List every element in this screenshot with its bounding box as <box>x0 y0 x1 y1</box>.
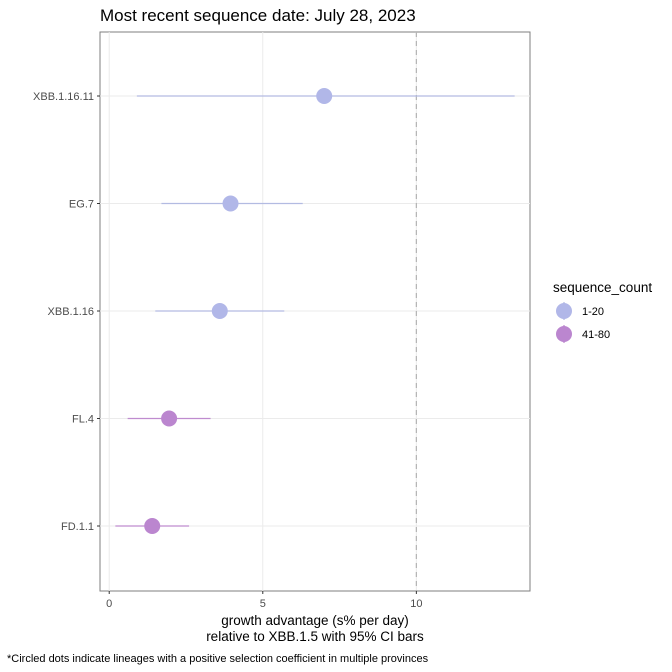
legend-items: 1-20 41-80 <box>556 302 610 343</box>
data-point <box>316 88 333 104</box>
legend: sequence_count 1-20 41-80 <box>553 280 652 343</box>
chart-title: Most recent sequence date: July 28, 2023 <box>100 6 416 25</box>
y-tick-label: FL.4 <box>72 414 94 426</box>
x-axis-label-line1: growth advantage (s% per day) <box>221 613 409 628</box>
y-tick-label: XBB.1.16.11 <box>33 91 94 103</box>
y-tick-label: XBB.1.16 <box>48 306 94 318</box>
footnote: *Circled dots indicate lineages with a p… <box>7 653 429 665</box>
legend-label: 41-80 <box>582 329 610 341</box>
y-tick-label: FD.1.1 <box>61 521 94 533</box>
x-tick-label: 5 <box>260 598 266 610</box>
data-point <box>144 518 161 534</box>
x-axis-label-line2: relative to XBB.1.5 with 95% CI bars <box>206 629 424 644</box>
legend-key-dot <box>556 303 572 319</box>
data-point <box>211 303 228 319</box>
data-point <box>222 195 239 212</box>
y-tick-label: EG.7 <box>69 199 94 211</box>
legend-title: sequence_count <box>553 280 652 295</box>
x-tick-label: 10 <box>410 598 422 610</box>
x-axis-ticks: 0 5 10 <box>106 591 422 610</box>
y-axis-ticks: XBB.1.16.11 EG.7 XBB.1.16 FL.4 FD.1.1 <box>33 91 100 533</box>
data-point <box>161 410 178 427</box>
legend-key-dot <box>556 326 572 342</box>
x-tick-label: 0 <box>106 598 112 610</box>
data-points <box>144 88 333 534</box>
legend-label: 1-20 <box>582 306 604 318</box>
